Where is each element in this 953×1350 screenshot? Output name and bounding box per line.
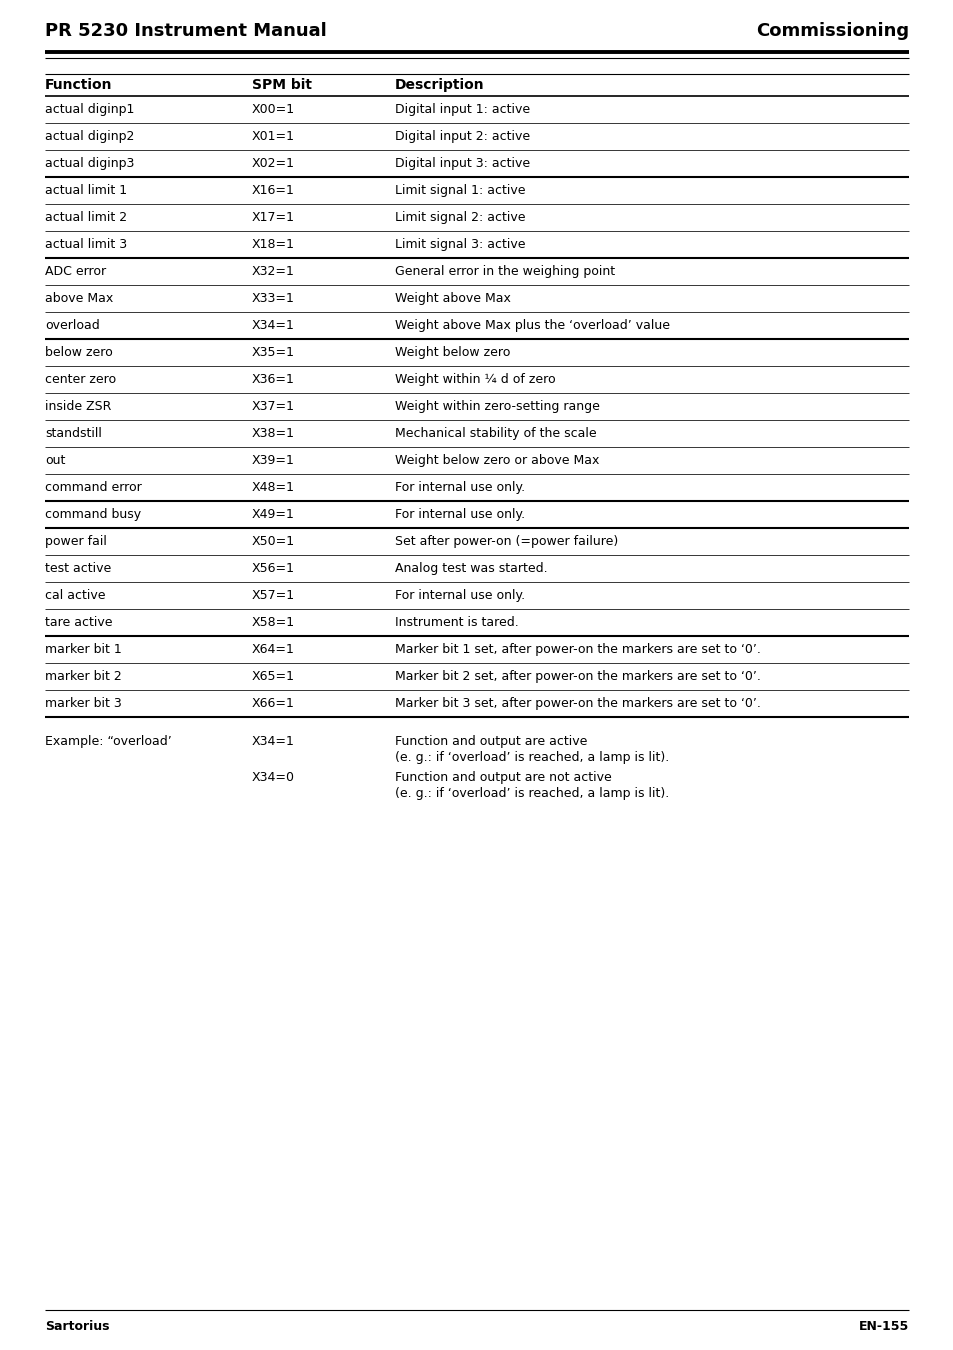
Text: overload: overload bbox=[45, 319, 100, 332]
Text: Weight below zero or above Max: Weight below zero or above Max bbox=[395, 454, 598, 467]
Text: below zero: below zero bbox=[45, 346, 112, 359]
Text: Digital input 1: active: Digital input 1: active bbox=[395, 103, 530, 116]
Text: X33=1: X33=1 bbox=[252, 292, 294, 305]
Text: Weight below zero: Weight below zero bbox=[395, 346, 510, 359]
Text: Function and output are active: Function and output are active bbox=[395, 734, 587, 748]
Text: X36=1: X36=1 bbox=[252, 373, 294, 386]
Text: X34=1: X34=1 bbox=[252, 734, 294, 748]
Text: Analog test was started.: Analog test was started. bbox=[395, 562, 547, 575]
Text: Weight within ¼ d of zero: Weight within ¼ d of zero bbox=[395, 373, 555, 386]
Text: test active: test active bbox=[45, 562, 112, 575]
Text: Weight above Max plus the ‘overload’ value: Weight above Max plus the ‘overload’ val… bbox=[395, 319, 669, 332]
Text: General error in the weighing point: General error in the weighing point bbox=[395, 265, 615, 278]
Text: cal active: cal active bbox=[45, 589, 106, 602]
Text: X39=1: X39=1 bbox=[252, 454, 294, 467]
Text: X02=1: X02=1 bbox=[252, 157, 294, 170]
Text: X17=1: X17=1 bbox=[252, 211, 294, 224]
Text: For internal use only.: For internal use only. bbox=[395, 481, 524, 494]
Text: power fail: power fail bbox=[45, 535, 107, 548]
Text: X38=1: X38=1 bbox=[252, 427, 294, 440]
Text: actual diginp3: actual diginp3 bbox=[45, 157, 134, 170]
Text: Sartorius: Sartorius bbox=[45, 1320, 110, 1332]
Text: Marker bit 3 set, after power-on the markers are set to ‘0’.: Marker bit 3 set, after power-on the mar… bbox=[395, 697, 760, 710]
Text: Set after power-on (=power failure): Set after power-on (=power failure) bbox=[395, 535, 618, 548]
Text: For internal use only.: For internal use only. bbox=[395, 589, 524, 602]
Text: X56=1: X56=1 bbox=[252, 562, 294, 575]
Text: tare active: tare active bbox=[45, 616, 112, 629]
Text: Instrument is tared.: Instrument is tared. bbox=[395, 616, 518, 629]
Text: Digital input 3: active: Digital input 3: active bbox=[395, 157, 530, 170]
Text: Weight above Max: Weight above Max bbox=[395, 292, 511, 305]
Text: X66=1: X66=1 bbox=[252, 697, 294, 710]
Text: Mechanical stability of the scale: Mechanical stability of the scale bbox=[395, 427, 596, 440]
Text: Weight within zero-setting range: Weight within zero-setting range bbox=[395, 400, 599, 413]
Text: Function and output are not active: Function and output are not active bbox=[395, 771, 611, 784]
Text: X16=1: X16=1 bbox=[252, 184, 294, 197]
Text: EN-155: EN-155 bbox=[858, 1320, 908, 1332]
Text: (e. g.: if ‘overload’ is reached, a lamp is lit).: (e. g.: if ‘overload’ is reached, a lamp… bbox=[395, 787, 669, 801]
Text: Limit signal 2: active: Limit signal 2: active bbox=[395, 211, 525, 224]
Text: Marker bit 2 set, after power-on the markers are set to ‘0’.: Marker bit 2 set, after power-on the mar… bbox=[395, 670, 760, 683]
Text: X50=1: X50=1 bbox=[252, 535, 294, 548]
Text: X64=1: X64=1 bbox=[252, 643, 294, 656]
Text: command error: command error bbox=[45, 481, 142, 494]
Text: X00=1: X00=1 bbox=[252, 103, 294, 116]
Text: X49=1: X49=1 bbox=[252, 508, 294, 521]
Text: X48=1: X48=1 bbox=[252, 481, 294, 494]
Text: center zero: center zero bbox=[45, 373, 116, 386]
Text: Digital input 2: active: Digital input 2: active bbox=[395, 130, 530, 143]
Text: Commissioning: Commissioning bbox=[755, 22, 908, 40]
Text: X18=1: X18=1 bbox=[252, 238, 294, 251]
Text: marker bit 1: marker bit 1 bbox=[45, 643, 122, 656]
Text: inside ZSR: inside ZSR bbox=[45, 400, 112, 413]
Text: Limit signal 1: active: Limit signal 1: active bbox=[395, 184, 525, 197]
Text: marker bit 2: marker bit 2 bbox=[45, 670, 122, 683]
Text: X32=1: X32=1 bbox=[252, 265, 294, 278]
Text: actual diginp1: actual diginp1 bbox=[45, 103, 134, 116]
Text: out: out bbox=[45, 454, 66, 467]
Text: Description: Description bbox=[395, 78, 484, 92]
Text: above Max: above Max bbox=[45, 292, 113, 305]
Text: actual diginp2: actual diginp2 bbox=[45, 130, 134, 143]
Text: marker bit 3: marker bit 3 bbox=[45, 697, 122, 710]
Text: actual limit 2: actual limit 2 bbox=[45, 211, 127, 224]
Text: X01=1: X01=1 bbox=[252, 130, 294, 143]
Text: actual limit 1: actual limit 1 bbox=[45, 184, 127, 197]
Text: Marker bit 1 set, after power-on the markers are set to ‘0’.: Marker bit 1 set, after power-on the mar… bbox=[395, 643, 760, 656]
Text: X57=1: X57=1 bbox=[252, 589, 294, 602]
Text: Limit signal 3: active: Limit signal 3: active bbox=[395, 238, 525, 251]
Text: command busy: command busy bbox=[45, 508, 141, 521]
Text: Example: “overload’: Example: “overload’ bbox=[45, 734, 172, 748]
Text: actual limit 3: actual limit 3 bbox=[45, 238, 127, 251]
Text: (e. g.: if ‘overload’ is reached, a lamp is lit).: (e. g.: if ‘overload’ is reached, a lamp… bbox=[395, 751, 669, 764]
Text: For internal use only.: For internal use only. bbox=[395, 508, 524, 521]
Text: X35=1: X35=1 bbox=[252, 346, 294, 359]
Text: standstill: standstill bbox=[45, 427, 102, 440]
Text: PR 5230 Instrument Manual: PR 5230 Instrument Manual bbox=[45, 22, 327, 40]
Text: Function: Function bbox=[45, 78, 112, 92]
Text: X37=1: X37=1 bbox=[252, 400, 294, 413]
Text: X34=1: X34=1 bbox=[252, 319, 294, 332]
Text: ADC error: ADC error bbox=[45, 265, 106, 278]
Text: X58=1: X58=1 bbox=[252, 616, 294, 629]
Text: X34=0: X34=0 bbox=[252, 771, 294, 784]
Text: SPM bit: SPM bit bbox=[252, 78, 312, 92]
Text: X65=1: X65=1 bbox=[252, 670, 294, 683]
